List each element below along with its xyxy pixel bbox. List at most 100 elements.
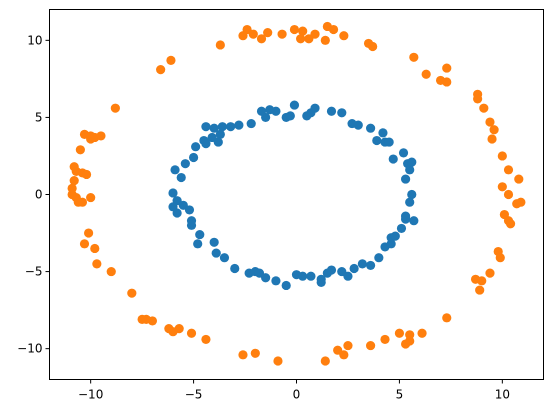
scatter-point [326,106,337,116]
scatter-point [79,239,90,249]
x-tick-label: 10 [495,388,510,402]
y-tick-label: −5 [25,265,43,279]
scatter-point [339,31,349,41]
scatter-point [273,356,283,366]
scatter-point [473,94,483,104]
scatter-point [211,248,221,258]
scatter-point [366,260,376,271]
y-axis: −10 −5 0 5 10 [17,33,50,356]
scatter-point [199,135,209,146]
scatter-point [366,123,376,133]
scatter-point [96,131,106,141]
y-tick-label: 0 [35,188,43,202]
scatter-point [285,111,295,121]
scatter-point [289,24,300,35]
scatter-point [81,169,92,180]
scatter-point [215,40,225,50]
scatter-point [333,345,343,355]
scatter-point [398,148,409,158]
scatter-point [86,192,96,203]
scatter-point [298,26,308,36]
scatter-point [328,24,339,35]
scatter-point [110,103,120,113]
scatter-point [298,271,308,281]
scatter-point [92,259,102,269]
scatter-point [374,253,384,263]
scatter-point [485,268,495,278]
y-tick-label: −10 [17,342,42,356]
scatter-point [168,188,178,198]
scatter-point [250,348,260,358]
y-tick-label: 5 [35,110,43,124]
scatter-point [421,69,431,79]
scatter-point [512,199,522,209]
scatter-point [289,100,300,110]
scatter-point [213,137,223,147]
scatter-point [201,122,211,132]
scatter-point [186,328,197,338]
scatter-point [106,266,116,277]
x-tick-label: −5 [185,388,203,402]
scatter-point [349,263,359,274]
scatter-point [90,243,100,254]
scatter-point [400,211,411,221]
scatter-point [184,205,195,215]
scatter-point [487,134,497,144]
scatter-point [337,108,347,118]
scatter-point [388,154,398,164]
scatter-point [230,263,240,274]
scatter-point [497,151,507,161]
scatter-point [217,122,227,132]
scatter-point [310,103,320,113]
scatter-point [442,77,452,87]
scatter-point [503,165,514,175]
scatter-point [238,31,248,41]
scatter-point [343,340,353,351]
scatter-point [343,271,353,281]
scatter-point [320,356,330,366]
scatter-point [73,197,83,207]
scatter-point [380,334,390,345]
scatter-point [84,228,94,238]
scatter-point [296,34,306,44]
scatter-point [209,123,219,133]
scatter-point [234,120,244,130]
scatter-point [302,111,312,121]
scatter-point [394,328,405,338]
scatter-point [407,157,417,167]
scatter-point [442,313,452,323]
scatter-point [164,324,174,334]
scatter-point [271,276,281,286]
scatter-point [489,125,499,135]
scatter-point [366,340,376,351]
scatter-point [170,165,180,175]
scatter-point [320,35,330,45]
scatter-point [176,172,186,183]
scatter-point [226,122,236,132]
scatter-point [193,239,203,249]
scatter-point [69,176,79,186]
scatter-point [166,55,176,65]
scatter-point [384,137,394,147]
scatter-point [180,159,190,169]
scatter-point [277,29,287,39]
scatter-point [503,189,514,200]
scatter-point [306,271,316,281]
scatter-point [304,34,314,44]
scatter-point [407,189,417,200]
scatter-point [256,34,267,44]
scatter-point [409,216,419,226]
x-tick-label: −10 [78,388,103,402]
scatter-point [195,229,205,240]
scatter-point [265,105,275,115]
scatter-point [475,285,485,295]
scatter-point [156,65,166,75]
scatter-point [256,106,267,116]
series-1 [67,21,526,366]
scatter-point [505,219,516,229]
scatter-point [219,253,230,263]
scatter-point [368,41,378,52]
scatter-point [514,174,524,184]
scatter-point [372,135,382,146]
